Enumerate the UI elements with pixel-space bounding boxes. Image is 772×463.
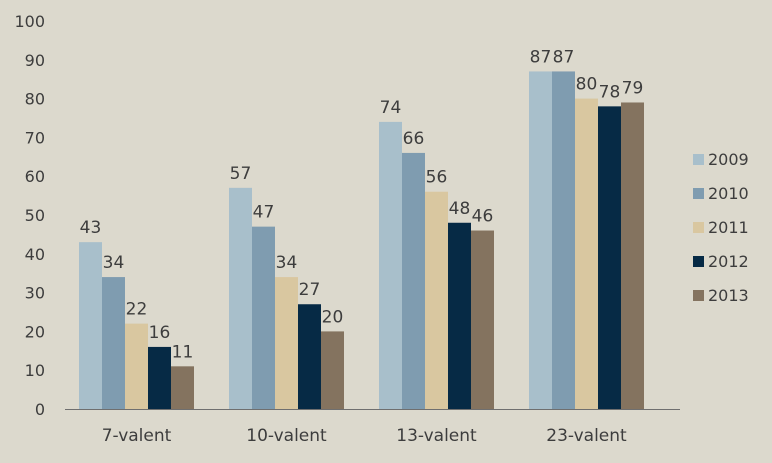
legend-swatch-2012 [693, 256, 704, 267]
bar-2013-10-valent [321, 331, 344, 409]
y-tick-label: 50 [25, 206, 45, 225]
data-label-2012-23-valent: 78 [599, 82, 621, 102]
legend-swatch-2009 [693, 154, 704, 165]
bar-2013-13-valent [471, 230, 494, 409]
y-tick-label: 90 [25, 51, 45, 70]
y-tick-label: 80 [25, 90, 45, 109]
bar-2009-7-valent [79, 242, 102, 409]
data-label-2010-7-valent: 34 [103, 253, 125, 273]
bar-2011-7-valent [125, 323, 148, 409]
y-tick-label: 60 [25, 167, 45, 186]
y-tick-label: 70 [25, 128, 45, 147]
data-label-2011-10-valent: 34 [276, 253, 298, 273]
legend-label-2012: 2012 [708, 252, 749, 271]
data-label-2012-13-valent: 48 [449, 199, 471, 219]
data-label-2011-23-valent: 80 [576, 75, 598, 95]
bar-2012-7-valent [148, 346, 171, 409]
data-label-2010-10-valent: 47 [253, 203, 275, 223]
bar-2010-13-valent [402, 152, 425, 410]
data-label-2009-10-valent: 57 [230, 164, 252, 184]
data-label-2011-13-valent: 56 [426, 168, 448, 188]
data-label-2013-23-valent: 79 [622, 78, 644, 98]
y-tick-label: 30 [25, 284, 45, 303]
data-label-2011-7-valent: 22 [126, 300, 148, 320]
legend-swatch-2010 [693, 188, 704, 199]
y-axis: 0 10 20 30 40 50 60 70 80 90 100 [14, 12, 45, 419]
bar-2012-23-valent [598, 106, 621, 410]
data-label-2010-13-valent: 66 [403, 129, 425, 149]
bar-2013-7-valent [171, 366, 194, 409]
data-label-2009-23-valent: 87 [530, 47, 552, 67]
legend-label-2011: 2011 [708, 218, 749, 237]
bar-2011-23-valent [575, 98, 598, 409]
bar-2013-23-valent [621, 102, 644, 409]
data-label-2013-7-valent: 11 [172, 342, 194, 362]
bar-2010-7-valent [102, 277, 125, 409]
data-label-2010-23-valent: 87 [553, 47, 575, 67]
y-tick-label: 100 [14, 12, 45, 31]
legend-label-2010: 2010 [708, 184, 749, 203]
y-tick-label: 20 [25, 322, 45, 341]
y-tick-label: 40 [25, 245, 45, 264]
legend-label-2013: 2013 [708, 286, 749, 305]
data-label-2013-13-valent: 46 [472, 207, 494, 227]
legend-swatch-2013 [693, 290, 704, 301]
x-axis: 7-valent 10-valent 13-valent 23-valent [102, 426, 627, 446]
x-category-label: 10-valent [246, 426, 327, 446]
legend-swatch-2011 [693, 222, 704, 233]
data-label-2012-7-valent: 16 [149, 323, 171, 343]
x-category-label: 23-valent [546, 426, 627, 446]
bar-2012-13-valent [448, 222, 471, 409]
bars-group [79, 71, 644, 410]
bar-2009-23-valent [529, 71, 552, 409]
y-tick-label: 0 [35, 400, 45, 419]
x-category-label: 7-valent [102, 426, 172, 446]
data-label-2009-13-valent: 74 [380, 98, 402, 118]
data-label-2013-10-valent: 20 [322, 307, 344, 327]
bar-2010-23-valent [552, 71, 575, 409]
bar-2011-13-valent [425, 191, 448, 409]
x-category-label: 13-valent [396, 426, 477, 446]
bar-2010-10-valent [252, 226, 275, 409]
data-label-2012-10-valent: 27 [299, 280, 321, 300]
legend: 2009 2010 2011 2012 2013 [693, 150, 749, 305]
bar-2011-10-valent [275, 277, 298, 409]
bar-2012-10-valent [298, 304, 321, 409]
data-label-2009-7-valent: 43 [80, 218, 102, 238]
bar-2009-13-valent [379, 121, 402, 409]
bar-2009-10-valent [229, 187, 252, 409]
legend-label-2009: 2009 [708, 150, 749, 169]
y-tick-label: 10 [25, 361, 45, 380]
